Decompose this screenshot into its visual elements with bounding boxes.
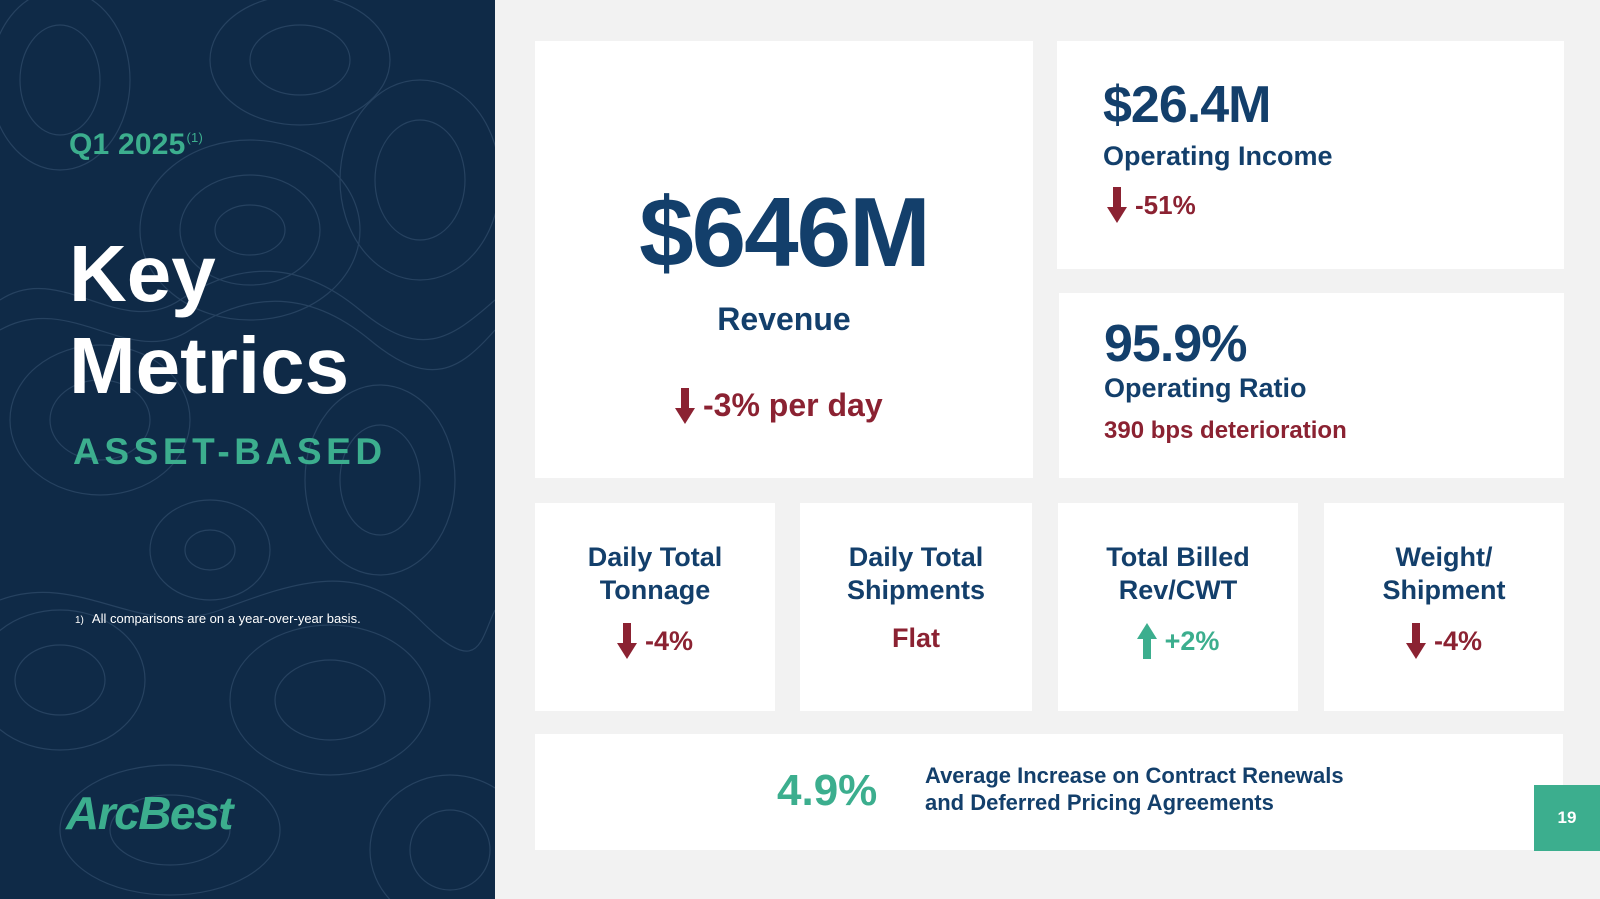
metric-label-line-1: Total Billed [1106, 542, 1250, 572]
title-line-2: Metrics [69, 321, 350, 410]
contract-renewals-value: 4.9% [777, 766, 878, 815]
arcbest-logo: ArcBest [66, 787, 233, 839]
contract-renewals-card: 4.9% Average Increase on Contract Renewa… [535, 734, 1563, 850]
topographic-pattern [0, 0, 495, 899]
revenue-card: $646M Revenue -3% per day [535, 41, 1033, 478]
metric-card-daily-shipments: Daily Total Shipments Flat [800, 503, 1032, 711]
metric-change: -4% [1324, 623, 1564, 659]
metric-label-line-1: Daily Total [587, 542, 723, 572]
page-title: Key Metrics [69, 228, 349, 412]
quarter-label: Q1 2025(1) [69, 128, 203, 162]
sidebar-panel: Q1 2025(1) Key Metrics ASSET-BASED 1) All… [0, 0, 495, 899]
metric-label-line-1: Weight/ [1395, 542, 1493, 572]
revenue-label: Revenue [717, 301, 851, 337]
operating-ratio-card: 95.9% Operating Ratio 390 bps deteriorat… [1059, 293, 1564, 478]
contract-label-line-2: and Deferred Pricing Agreements [925, 790, 1274, 815]
title-line-1: Key [69, 229, 216, 318]
metric-label: Daily Total Shipments [800, 541, 1032, 607]
operating-income-change: -51% [1107, 187, 1196, 223]
arrow-down-icon [616, 623, 637, 659]
contract-label-line-1: Average Increase on Contract Renewals [925, 763, 1344, 788]
metric-label-line-2: Shipment [1382, 575, 1506, 605]
metric-label-line-2: Tonnage [599, 575, 711, 605]
metric-card-weight-per-shipment: Weight/ Shipment -4% [1324, 503, 1564, 711]
operating-ratio-change: 390 bps deterioration [1104, 417, 1347, 444]
operating-income-card: $26.4M Operating Income -51% [1057, 41, 1564, 269]
metric-label-line-1: Daily Total [848, 542, 984, 572]
metric-label: Total Billed Rev/CWT [1058, 541, 1298, 607]
metric-change: -4% [535, 623, 775, 659]
metric-change-text: -4% [1433, 625, 1482, 656]
footnote-number: 1) [75, 615, 84, 626]
footnote: 1) All comparisons are on a year-over-yea… [75, 611, 361, 626]
metric-label-line-2: Rev/CWT [1118, 575, 1238, 605]
metric-change: +2% [1058, 623, 1298, 659]
operating-income-value: $26.4M [1103, 76, 1271, 134]
metric-card-billed-rev-cwt: Total Billed Rev/CWT +2% [1058, 503, 1298, 711]
metric-label: Weight/ Shipment [1324, 541, 1564, 607]
quarter-text: Q1 2025 [69, 128, 186, 161]
metric-change-text: -4% [644, 625, 693, 656]
operating-ratio-label: Operating Ratio [1104, 373, 1307, 403]
arrow-down-icon [1405, 623, 1426, 659]
arrow-down-icon [1107, 187, 1127, 223]
revenue-value: $646M [639, 177, 931, 287]
metric-label: Daily Total Tonnage [535, 541, 775, 607]
revenue-change-text: -3% per day [703, 387, 883, 423]
contract-renewals-label: Average Increase on Contract Renewals an… [925, 762, 1344, 816]
segment-subtitle: ASSET-BASED [73, 431, 387, 472]
arrow-down-icon [675, 387, 695, 424]
arrow-up-icon [1136, 623, 1157, 659]
metric-card-daily-tonnage: Daily Total Tonnage -4% [535, 503, 775, 711]
operating-income-change-text: -51% [1135, 189, 1196, 220]
metric-change-text: Flat [891, 623, 940, 653]
quarter-footnote-marker: (1) [186, 130, 203, 145]
operating-income-label: Operating Income [1103, 141, 1333, 171]
metric-label-line-2: Shipments [846, 575, 986, 605]
footnote-text: All comparisons are on a year-over-year … [91, 611, 361, 626]
metric-change-text: +2% [1164, 625, 1220, 656]
page-number: 19 [1534, 785, 1600, 851]
operating-ratio-value: 95.9% [1104, 315, 1247, 373]
revenue-change: -3% per day [675, 387, 883, 424]
metric-change: Flat [800, 623, 1032, 654]
